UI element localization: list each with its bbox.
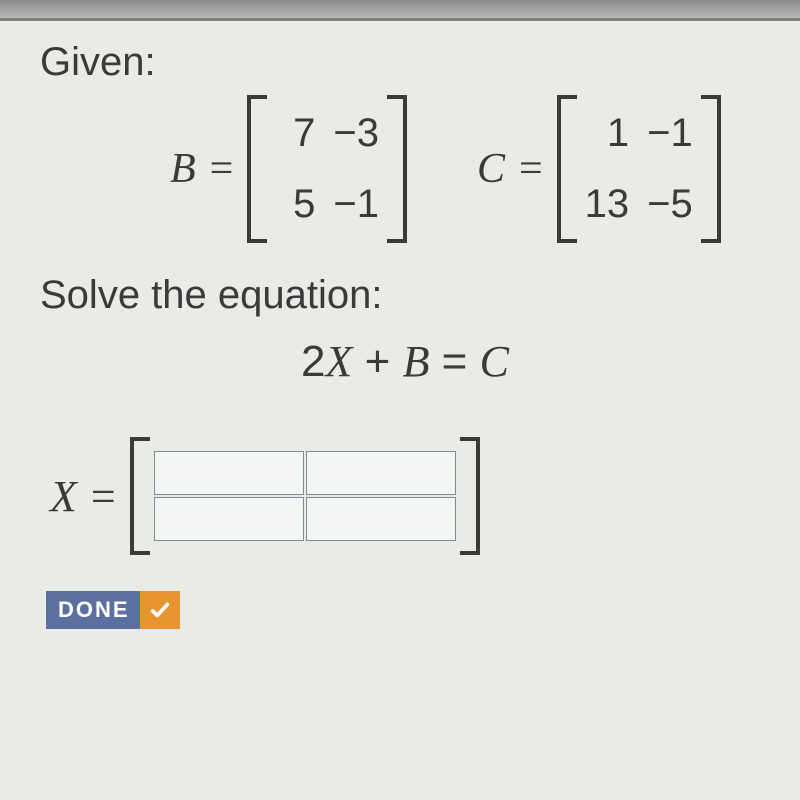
C-r1c2: −1 <box>647 111 693 156</box>
equals-sign: = <box>210 145 234 193</box>
answer-inputs <box>150 437 460 555</box>
matrix-B: B = 7 −3 5 −1 <box>170 95 407 243</box>
eq-eq: = <box>429 337 479 386</box>
eq-plus: + <box>352 337 402 386</box>
answer-input-r1c2[interactable] <box>306 451 456 495</box>
solve-label: Solve the equation: <box>40 273 770 318</box>
B-r2c2: −1 <box>333 182 379 227</box>
equation: 2X + B = C <box>40 336 770 387</box>
B-r1c1: 7 <box>275 111 315 156</box>
answer-input-r2c1[interactable] <box>154 497 304 541</box>
C-r1c1: 1 <box>585 111 630 156</box>
matrix-C-brackets: 1 −1 13 −5 <box>557 95 721 243</box>
bracket-right <box>460 437 480 555</box>
done-label: DONE <box>46 591 140 629</box>
bracket-left <box>557 95 577 243</box>
matrix-B-cells: 7 −3 5 −1 <box>267 95 387 243</box>
answer-brackets <box>130 437 480 555</box>
equals-sign: = <box>91 471 116 522</box>
eq-X: X <box>326 337 353 386</box>
check-icon <box>140 591 180 629</box>
C-r2c2: −5 <box>647 182 693 227</box>
problem-area: Given: B = 7 −3 5 −1 C = 1 <box>0 0 800 649</box>
bracket-right <box>701 95 721 243</box>
matrix-B-name: B <box>170 145 196 193</box>
B-r1c2: −3 <box>333 111 379 156</box>
equals-sign: = <box>519 145 543 193</box>
eq-C: C <box>480 337 509 386</box>
bracket-right <box>387 95 407 243</box>
answer-input-r1c1[interactable] <box>154 451 304 495</box>
eq-B: B <box>403 337 430 386</box>
answer-var: X <box>50 471 77 522</box>
eq-coeff: 2 <box>301 337 325 386</box>
answer-input-r2c2[interactable] <box>306 497 456 541</box>
matrix-C-cells: 1 −1 13 −5 <box>577 95 701 243</box>
matrix-C-name: C <box>477 145 505 193</box>
matrix-B-brackets: 7 −3 5 −1 <box>247 95 407 243</box>
bracket-left <box>247 95 267 243</box>
done-button[interactable]: DONE <box>46 591 180 629</box>
answer-row: X = <box>50 437 770 555</box>
given-label: Given: <box>40 40 770 85</box>
matrix-C: C = 1 −1 13 −5 <box>477 95 721 243</box>
matrices-row: B = 7 −3 5 −1 C = 1 −1 13 <box>170 95 770 243</box>
bracket-left <box>130 437 150 555</box>
B-r2c1: 5 <box>275 182 315 227</box>
C-r2c1: 13 <box>585 182 630 227</box>
screen-top-bezel <box>0 0 800 21</box>
